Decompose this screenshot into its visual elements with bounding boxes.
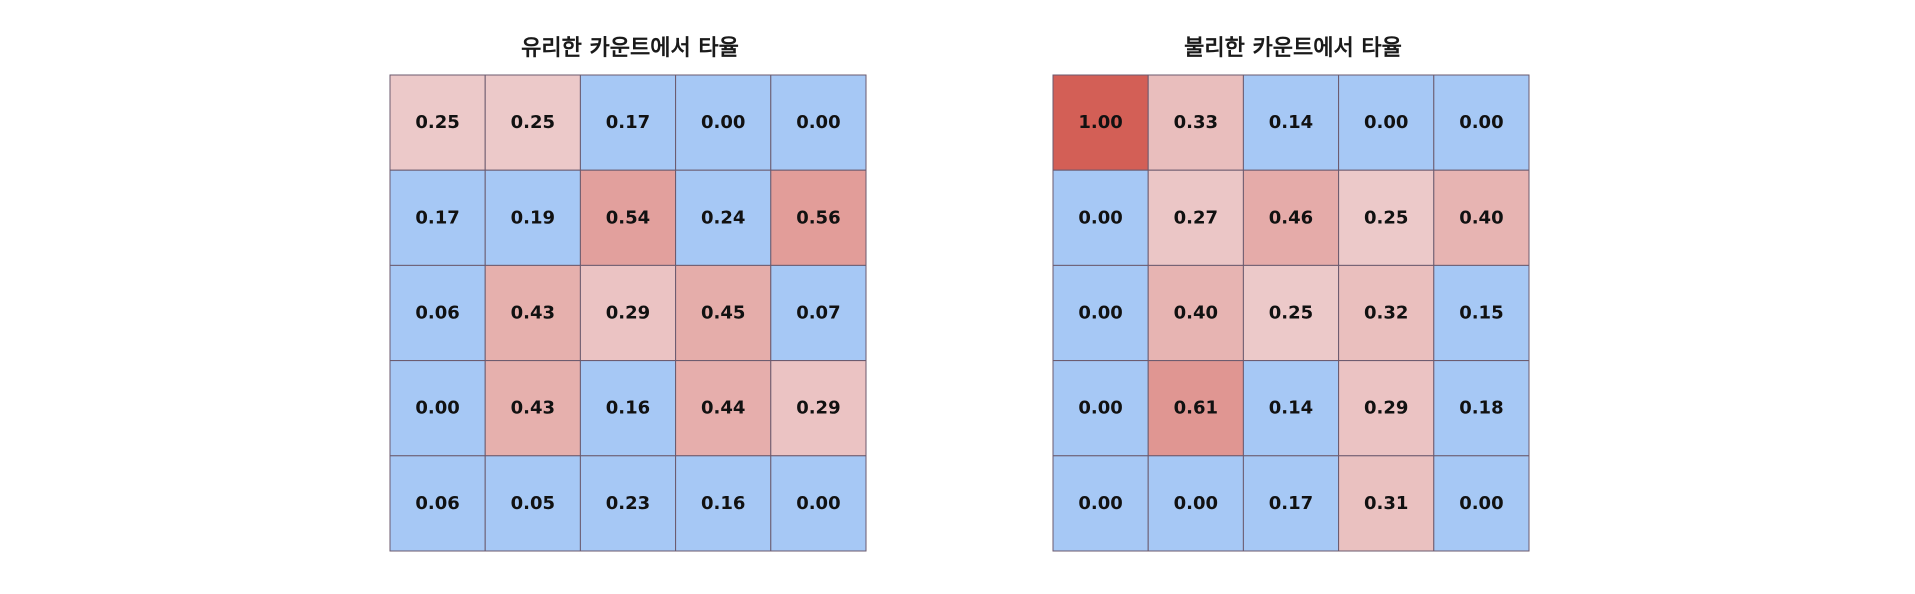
cell-value-label: 0.05 <box>511 493 555 514</box>
heatmap-cell <box>1052 169 1149 266</box>
cell-value-label: 0.40 <box>1459 207 1503 228</box>
heatmap-cell <box>1433 360 1530 457</box>
heatmap-cell <box>1338 455 1435 552</box>
cell-value-label: 0.00 <box>796 112 840 133</box>
cell-value-label: 0.16 <box>606 398 650 419</box>
heatmap-cell <box>1147 360 1244 457</box>
heatmap-cell <box>770 74 867 171</box>
heatmap-cell <box>770 455 867 552</box>
heatmap-cell <box>1242 360 1340 457</box>
cell-value-label: 0.00 <box>1078 207 1122 228</box>
heatmap-cell <box>389 74 486 171</box>
cell-value-label: 0.00 <box>1459 112 1503 133</box>
heatmap-cell <box>770 264 867 362</box>
heatmap-cell <box>1338 74 1435 171</box>
heatmap-cell <box>675 264 772 362</box>
heatmap-cell <box>579 455 677 552</box>
cell-value-label: 0.00 <box>1364 112 1408 133</box>
cell-value-label: 0.25 <box>511 112 555 133</box>
cell-value-label: 0.00 <box>701 112 745 133</box>
heatmap-cell <box>389 169 486 266</box>
heatmap-cell <box>484 455 581 552</box>
cell-value-label: 0.00 <box>1174 493 1218 514</box>
cell-value-label: 0.14 <box>1269 398 1313 419</box>
heatmap-cell <box>1433 455 1530 552</box>
cell-value-label: 0.24 <box>701 207 745 228</box>
heatmap-cell <box>484 74 581 171</box>
cell-value-label: 0.56 <box>796 207 840 228</box>
heatmap-cell <box>1433 74 1530 171</box>
heatmap-cell <box>770 360 867 457</box>
cell-value-label: 0.07 <box>796 303 840 324</box>
cell-value-label: 0.46 <box>1269 207 1313 228</box>
cell-value-label: 0.16 <box>701 493 745 514</box>
heatmap-cell <box>1338 264 1435 362</box>
cell-value-label: 0.31 <box>1364 493 1408 514</box>
heatmap-cell <box>1052 455 1149 552</box>
heatmap-cell <box>579 264 677 362</box>
cell-value-label: 0.23 <box>606 493 650 514</box>
cell-value-label: 0.29 <box>1364 398 1408 419</box>
cell-value-label: 0.14 <box>1269 112 1313 133</box>
cell-value-label: 0.19 <box>511 207 555 228</box>
cell-value-label: 0.33 <box>1174 112 1218 133</box>
heatmap-grid: 1.00 0.33 0.14 0.00 0.00 0.00 0.27 0.46 0.25 0.40… <box>1052 74 1530 552</box>
heatmap-cell <box>1052 264 1149 362</box>
cell-value-label: 0.43 <box>511 303 555 324</box>
cell-value-label: 0.61 <box>1174 398 1218 419</box>
cell-value-label: 0.17 <box>606 112 650 133</box>
cell-value-label: 0.00 <box>1459 493 1503 514</box>
cell-value-label: 0.00 <box>1078 398 1122 419</box>
cell-value-label: 0.45 <box>701 303 745 324</box>
cell-value-label: 0.06 <box>415 303 459 324</box>
heatmap-cell <box>579 74 677 171</box>
heatmap-panel-unfavorable: 불리한 카운트에서 타율 1.00 0.33 0.14 0.00 0.00 0.00 0.2… <box>1052 0 1533 594</box>
heatmap-cell <box>484 360 581 457</box>
cell-value-label: 0.25 <box>1269 303 1313 324</box>
cell-value-label: 0.18 <box>1459 398 1503 419</box>
heatmap-cell <box>484 264 581 362</box>
chart-title: 불리한 카운트에서 타율 <box>1184 36 1402 61</box>
cell-value-label: 0.25 <box>415 112 459 133</box>
heatmap-cell <box>675 74 772 171</box>
cell-value-label: 0.06 <box>415 493 459 514</box>
cell-value-label: 0.17 <box>1269 493 1313 514</box>
cell-value-label: 0.00 <box>796 493 840 514</box>
heatmap-panel-favorable: 유리한 카운트에서 타율 0.25 0.25 0.17 0.00 0.00 0.17 0.1… <box>389 0 870 594</box>
cell-value-label: 0.29 <box>606 303 650 324</box>
chart-title: 유리한 카운트에서 타율 <box>521 36 739 61</box>
heatmap-cell <box>579 169 677 266</box>
heatmap-cell <box>1242 74 1340 171</box>
cell-value-label: 0.00 <box>415 398 459 419</box>
cell-value-label: 0.00 <box>1078 303 1122 324</box>
heatmap-cell <box>389 360 486 457</box>
cell-value-label: 0.00 <box>1078 493 1122 514</box>
heatmap-cell <box>770 169 867 266</box>
cell-value-label: 0.29 <box>796 398 840 419</box>
cell-value-label: 0.15 <box>1459 303 1503 324</box>
cell-value-label: 0.17 <box>415 207 459 228</box>
cell-value-label: 0.40 <box>1174 303 1218 324</box>
heatmap-cell <box>1242 455 1340 552</box>
heatmap-cell <box>1242 264 1340 362</box>
heatmap-grid: 0.25 0.25 0.17 0.00 0.00 0.17 0.19 0.54 0.24 0.56… <box>389 74 867 552</box>
cell-value-label: 0.44 <box>701 398 745 419</box>
cell-value-label: 0.43 <box>511 398 555 419</box>
cell-value-label: 0.32 <box>1364 303 1408 324</box>
heatmap-cell <box>1147 455 1244 552</box>
heatmap-cell <box>1433 264 1530 362</box>
cell-value-label: 0.25 <box>1364 207 1408 228</box>
cell-value-label: 0.54 <box>606 207 650 228</box>
heatmap-cell <box>1147 264 1244 362</box>
heatmap-cell <box>1433 169 1530 266</box>
cell-value-label: 0.27 <box>1174 207 1218 228</box>
heatmap-cell <box>675 360 772 457</box>
heatmap-cell <box>1147 74 1244 171</box>
heatmap-cell <box>389 455 486 552</box>
heatmap-cell <box>579 360 677 457</box>
cell-value-label: 1.00 <box>1078 112 1122 133</box>
